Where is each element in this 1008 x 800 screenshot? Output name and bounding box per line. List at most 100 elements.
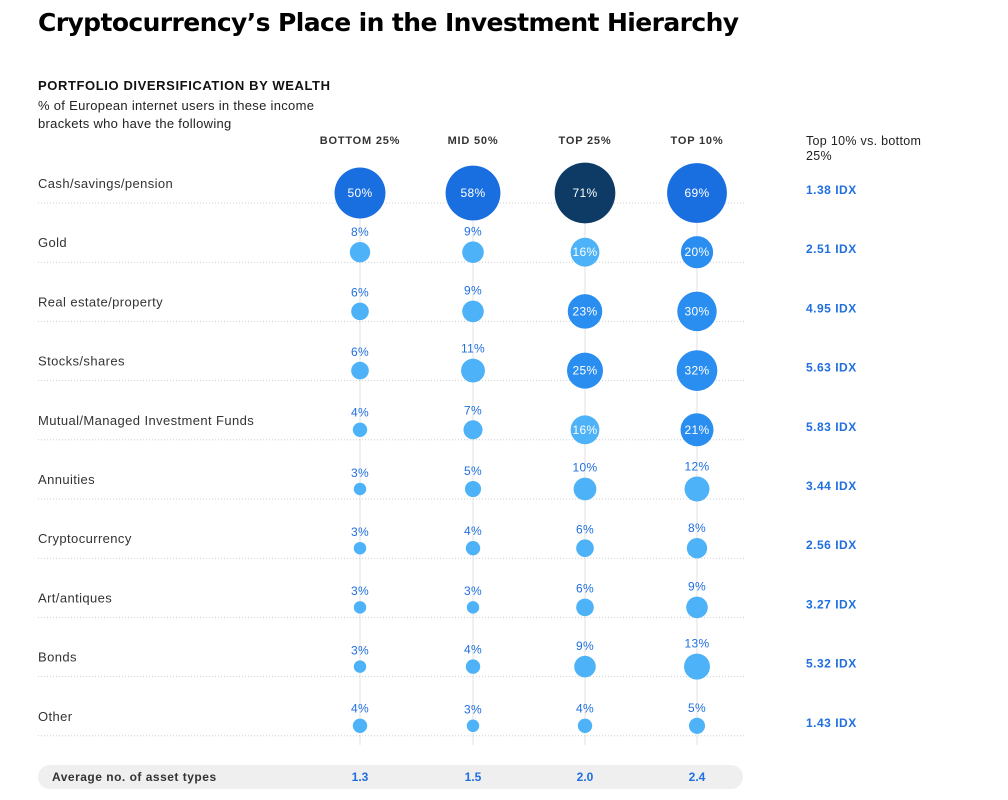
value-label: 3% [464,584,482,598]
average-value-top-25: 2.0 [576,770,594,784]
bubble [576,539,594,558]
value-label: 30% [685,304,710,318]
value-label: 16% [573,423,598,437]
chart-title: Cryptocurrency’s Place in the Investment… [38,8,739,37]
bubble [461,358,485,383]
value-label: 9% [688,580,706,594]
bubble [667,163,727,223]
column-header-bottom-25: BOTTOM 25% [319,135,401,147]
value-label: 4% [351,702,369,716]
idx-value: 5.32 IDX [806,657,857,671]
value-label: 13% [685,637,710,651]
row-label: Cryptocurrency [38,531,132,546]
chart-description: % of European internet users in these in… [38,98,315,131]
bubble [334,167,386,219]
value-label: 3% [351,643,369,657]
bubble [466,719,480,733]
idx-value: 4.95 IDX [806,301,857,315]
bubble [463,420,483,440]
value-label: 23% [573,304,598,318]
value-label: 71% [573,186,598,200]
column-header-mid-50: MID 50% [447,135,499,147]
bubble [554,162,616,224]
bubble [570,415,600,445]
value-label: 6% [576,522,594,536]
value-label: 3% [351,466,369,480]
bubble [353,601,367,614]
average-value-bottom-25: 1.3 [351,770,369,784]
bubble [353,482,367,496]
bubble [577,718,593,733]
value-label: 25% [573,364,598,378]
column-header-top-25: TOP 25% [558,135,612,147]
idx-value: 1.38 IDX [806,183,857,197]
row-label: Mutual/Managed Investment Funds [38,413,254,428]
idx-value: 3.27 IDX [806,597,857,611]
value-label: 12% [685,460,710,474]
bubble [465,659,481,674]
bubble [573,477,597,501]
bubble [677,291,717,332]
value-label: 7% [464,403,482,417]
idx-value: 3.44 IDX [806,479,857,493]
bubble [684,653,710,680]
row-label: Annuities [38,472,95,487]
bubble [676,350,718,391]
average-row-background [38,765,743,789]
row-label: Other [38,709,73,724]
bubble [464,480,482,498]
bubble [686,538,708,559]
value-label: 6% [351,345,369,359]
value-label: 3% [464,703,482,717]
value-label: 6% [351,286,369,300]
value-label: 20% [685,245,710,259]
row-label: Real estate/property [38,294,163,309]
idx-value: 5.63 IDX [806,361,857,375]
idx-value: 1.43 IDX [806,716,857,730]
value-label: 6% [576,582,594,596]
value-label: 32% [685,364,710,378]
bubble [686,596,708,619]
value-label: 5% [464,464,482,478]
value-label: 8% [351,225,369,239]
average-value-mid-50: 1.5 [464,770,482,784]
bubble [349,242,371,263]
bubble [688,717,706,734]
bubble [462,241,484,263]
row-label: Bonds [38,650,77,665]
value-label: 58% [461,186,486,200]
value-label: 4% [576,702,594,716]
bubble [680,413,714,447]
bubble [465,541,481,556]
value-label: 11% [461,342,485,356]
column-header-top-10: TOP 10% [670,135,724,147]
value-label: 4% [464,642,482,656]
average-value-top-10: 2.4 [688,770,706,784]
bubble-chart: Cash/savings/pension 50% 58% 71% 69% 1.38 IDX… [38,162,857,745]
bubble [576,598,594,617]
row-label: Cash/savings/pension [38,176,173,191]
bubble [567,352,603,389]
value-label: 4% [351,406,369,420]
value-label: 16% [573,245,598,259]
bubble [445,165,501,221]
average-row-label: Average no. of asset types [52,770,217,784]
bubble [352,718,368,733]
bubble [684,476,710,502]
bubble [352,422,368,437]
value-label: 9% [576,639,594,653]
bubble [567,294,603,329]
value-label: 10% [573,461,598,475]
bubble [351,302,369,321]
bubble [353,541,367,555]
chart-subtitle: PORTFOLIO DIVERSIFICATION BY WEALTH [38,78,331,93]
bubble [570,237,600,267]
row-label: Stocks/shares [38,354,125,369]
value-label: 21% [685,423,710,437]
idx-value: 5.83 IDX [806,420,857,434]
value-label: 5% [688,701,706,715]
row-label: Art/antiques [38,590,112,605]
value-label: 3% [351,525,369,539]
value-label: 50% [348,186,373,200]
row-label: Gold [38,235,67,250]
